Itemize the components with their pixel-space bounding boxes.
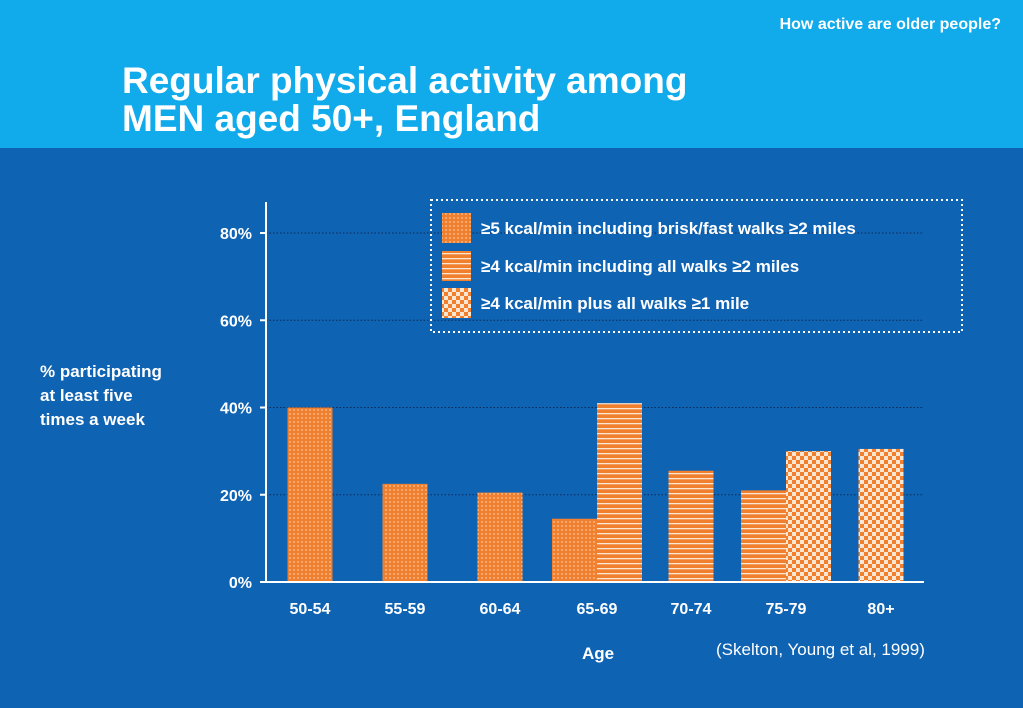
- y-axis-label-line: times a week: [40, 410, 145, 429]
- legend-swatch-stripes: [442, 251, 471, 281]
- y-tick-label: 40%: [220, 401, 252, 418]
- header-band: How active are older people? Regular phy…: [0, 0, 1023, 148]
- x-tick-label: 70-74: [671, 601, 712, 618]
- bar-stripes: [597, 403, 642, 582]
- bar-dots: [552, 518, 597, 582]
- y-axis-label-line: at least five: [40, 386, 133, 405]
- y-tick-label: 0%: [229, 575, 252, 592]
- bar-dots: [477, 492, 523, 582]
- section-kicker: How active are older people?: [779, 16, 1001, 33]
- page-title: Regular physical activity among MEN aged…: [122, 62, 687, 138]
- bar-dots: [382, 483, 428, 582]
- x-tick-label: 80+: [867, 601, 894, 618]
- x-axis-title: Age: [582, 644, 614, 663]
- y-tick-label: 20%: [220, 488, 252, 505]
- x-tick-label: 60-64: [480, 601, 521, 618]
- x-tick-label: 50-54: [290, 601, 331, 618]
- bar-stripes: [741, 490, 786, 582]
- x-tick-label: 75-79: [766, 601, 807, 618]
- y-tick-label: 60%: [220, 313, 252, 330]
- legend-box: [430, 199, 963, 333]
- x-tick-label: 55-59: [385, 601, 426, 618]
- x-tick-label: 65-69: [577, 601, 618, 618]
- legend-swatch-checks: [442, 288, 471, 318]
- legend-label: ≥4 kcal/min plus all walks ≥1 mile: [481, 294, 749, 313]
- source-note: (Skelton, Young et al, 1999): [716, 640, 925, 659]
- title-line-1: Regular physical activity among: [122, 60, 688, 101]
- y-axis-label: % participating at least five times a we…: [40, 360, 200, 432]
- title-line-2: MEN aged 50+, England: [122, 98, 541, 139]
- y-tick-label: 80%: [220, 226, 252, 243]
- bar-checks: [786, 451, 831, 582]
- y-axis-label-line: % participating: [40, 362, 162, 381]
- bar-checks: [858, 448, 904, 582]
- legend-label: ≥5 kcal/min including brisk/fast walks ≥…: [481, 219, 856, 238]
- bar-stripes: [668, 470, 714, 582]
- legend-swatch-dots: [442, 213, 471, 243]
- bar-dots: [287, 407, 333, 582]
- legend-label: ≥4 kcal/min including all walks ≥2 miles: [481, 257, 799, 276]
